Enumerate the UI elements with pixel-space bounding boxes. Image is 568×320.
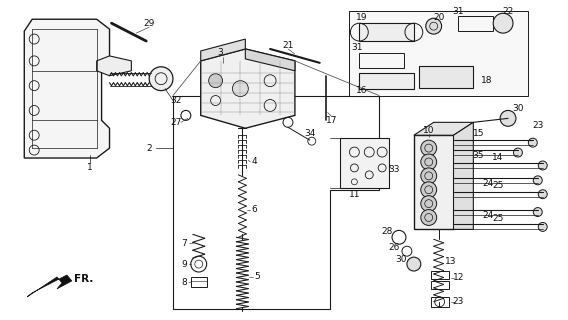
Text: 22: 22 bbox=[503, 7, 513, 16]
Circle shape bbox=[208, 74, 223, 88]
Polygon shape bbox=[245, 49, 295, 71]
Text: 9: 9 bbox=[181, 260, 187, 268]
Text: 31: 31 bbox=[352, 44, 363, 52]
Text: 15: 15 bbox=[473, 129, 484, 138]
Text: 34: 34 bbox=[304, 129, 315, 138]
Text: 13: 13 bbox=[445, 257, 456, 266]
Circle shape bbox=[421, 154, 437, 170]
Circle shape bbox=[493, 13, 513, 33]
Bar bbox=[360, 53, 404, 68]
Text: 5: 5 bbox=[254, 272, 260, 282]
Circle shape bbox=[421, 210, 437, 225]
Circle shape bbox=[407, 257, 421, 271]
Text: 28: 28 bbox=[381, 227, 393, 236]
Polygon shape bbox=[27, 275, 72, 297]
Text: 35: 35 bbox=[473, 150, 484, 160]
Circle shape bbox=[528, 138, 537, 147]
Bar bbox=[419, 66, 473, 88]
Text: 21: 21 bbox=[282, 41, 294, 50]
Text: 8: 8 bbox=[181, 278, 187, 287]
Circle shape bbox=[533, 176, 542, 185]
Text: 19: 19 bbox=[356, 13, 367, 22]
Text: 2: 2 bbox=[147, 144, 152, 153]
Text: 14: 14 bbox=[492, 153, 504, 162]
Polygon shape bbox=[340, 138, 389, 188]
Text: 25: 25 bbox=[492, 181, 504, 190]
Circle shape bbox=[538, 161, 547, 170]
Text: 6: 6 bbox=[252, 205, 257, 214]
Polygon shape bbox=[201, 49, 295, 128]
Text: 31: 31 bbox=[453, 7, 464, 16]
Circle shape bbox=[149, 67, 173, 91]
Text: 33: 33 bbox=[389, 165, 400, 174]
Circle shape bbox=[500, 110, 516, 126]
Text: 24: 24 bbox=[483, 179, 494, 188]
Polygon shape bbox=[201, 39, 245, 61]
Circle shape bbox=[538, 222, 547, 231]
Polygon shape bbox=[349, 11, 528, 96]
Text: 30: 30 bbox=[395, 255, 407, 264]
Text: 3: 3 bbox=[218, 48, 223, 57]
Bar bbox=[360, 73, 414, 89]
Circle shape bbox=[538, 190, 547, 199]
Bar bbox=[360, 23, 414, 41]
Polygon shape bbox=[414, 135, 453, 229]
Text: 11: 11 bbox=[349, 190, 360, 199]
Circle shape bbox=[533, 208, 542, 217]
Bar bbox=[431, 281, 449, 289]
Text: 12: 12 bbox=[453, 274, 464, 283]
Polygon shape bbox=[97, 56, 131, 76]
Text: 16: 16 bbox=[356, 86, 367, 95]
Bar bbox=[191, 277, 207, 287]
Circle shape bbox=[421, 168, 437, 184]
Text: 26: 26 bbox=[389, 243, 400, 252]
Text: 23: 23 bbox=[453, 297, 464, 306]
Polygon shape bbox=[24, 19, 110, 158]
Text: 29: 29 bbox=[144, 19, 155, 28]
Text: 17: 17 bbox=[326, 116, 337, 125]
Text: 25: 25 bbox=[492, 214, 504, 223]
Circle shape bbox=[421, 196, 437, 212]
Text: 32: 32 bbox=[170, 96, 182, 105]
Circle shape bbox=[513, 148, 523, 157]
Text: 24: 24 bbox=[483, 211, 494, 220]
Text: FR.: FR. bbox=[74, 274, 93, 284]
Text: 23: 23 bbox=[532, 121, 544, 130]
Text: 20: 20 bbox=[433, 13, 444, 22]
Text: 4: 4 bbox=[252, 157, 257, 166]
Text: 27: 27 bbox=[170, 118, 182, 127]
Text: 10: 10 bbox=[423, 126, 435, 135]
Polygon shape bbox=[414, 122, 473, 135]
Circle shape bbox=[421, 140, 437, 156]
Circle shape bbox=[232, 81, 248, 97]
Bar bbox=[431, 297, 449, 307]
Text: 30: 30 bbox=[512, 104, 524, 113]
Text: 18: 18 bbox=[481, 76, 492, 85]
Text: 1: 1 bbox=[87, 164, 93, 172]
Circle shape bbox=[421, 182, 437, 198]
Polygon shape bbox=[453, 122, 473, 229]
Bar bbox=[458, 16, 493, 31]
Circle shape bbox=[426, 18, 441, 34]
Text: 7: 7 bbox=[181, 239, 187, 248]
Bar bbox=[431, 271, 449, 279]
